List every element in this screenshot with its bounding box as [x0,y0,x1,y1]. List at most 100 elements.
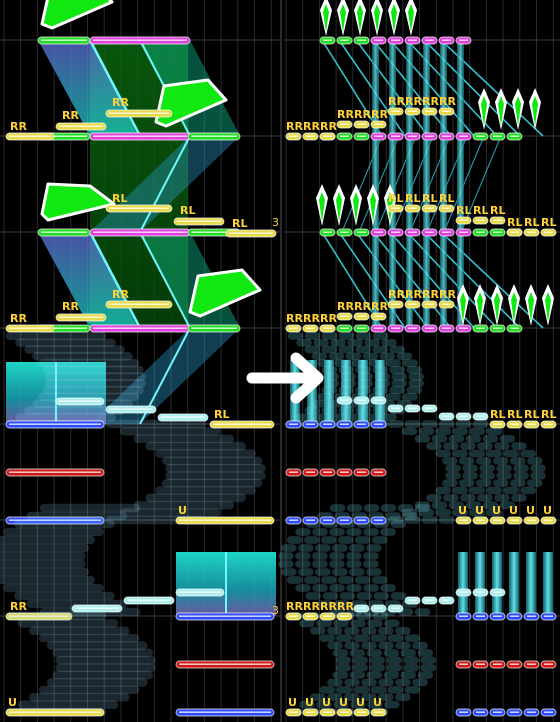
flick-arrow-icon [336,192,342,222]
slide-segment [414,608,431,616]
slide-segment [396,352,413,361]
slide-segment [278,560,294,568]
slide-segment [371,576,388,584]
slide-segment [371,536,388,544]
note-highlight [493,219,502,221]
slide-segment [406,365,423,374]
slide-segment [364,413,380,422]
note-highlight [493,231,502,233]
flick-arrow-icon [374,4,380,32]
note-highlight [442,39,451,41]
flick-arrow-icon [528,292,534,322]
slide-segment [390,520,407,528]
note-highlight [374,315,383,317]
slide-segment [0,559,86,569]
slide-segment [366,568,382,576]
note-highlight [323,231,332,233]
note-highlight [323,135,332,137]
note-highlight [374,607,383,609]
label-up: U [305,696,314,709]
note-highlight [323,711,332,713]
flick-arrow-icon [188,268,262,318]
slide-segment [381,413,397,422]
note-highlight [391,231,400,233]
slide-segment [426,442,442,451]
slide-segment [287,332,304,340]
slide-segment [161,456,263,466]
label-up: U [458,504,467,517]
label-rr: RR [371,300,388,313]
note-highlight [9,471,101,473]
note-highlight [179,591,221,593]
note-highlight [374,231,383,233]
slide-segment [355,365,372,374]
slide-segment [329,552,345,560]
slide-segment [360,693,377,702]
slide-segment [360,626,377,635]
label-rr: RR [62,300,79,313]
note-highlight [179,519,271,521]
slide-segment [462,471,478,480]
note-highlight [459,663,468,665]
slide-segment [349,568,365,576]
note-highlight [459,615,468,617]
slide-segment [363,504,380,512]
note-highlight [374,135,383,137]
note-highlight [374,123,383,125]
slide-segment [332,649,349,657]
slide-segment [339,592,356,600]
slide-segment [401,427,418,436]
slide-segment [366,671,383,679]
slide-segment [385,393,401,401]
slide-segment [38,685,140,695]
note-highlight [109,112,169,114]
slide-segment [316,700,332,709]
note-highlight [306,423,315,425]
label-stray: 3 [272,604,279,617]
slide-segment [286,576,303,584]
slide-segment [45,372,147,382]
note-highlight [459,415,468,417]
slide-segment [387,516,404,524]
slide-segment [383,671,400,679]
note-highlight [93,135,187,137]
slide-segment [317,600,333,608]
slide-segment [347,338,363,347]
slide-segment [311,399,328,408]
slide-segment [386,656,403,665]
hold-pillar [440,40,447,328]
slide-segment [338,332,355,340]
slide-segment [379,352,396,361]
slide-segment [465,434,482,443]
note-highlight [191,327,237,329]
label-rr: RR [320,120,337,133]
slide-segment [511,442,527,451]
note-highlight [191,231,237,233]
slide-path [88,231,142,329]
slide-segment [441,479,458,487]
slide-segment [52,670,154,680]
slide-segment [154,486,256,495]
note-highlight [391,303,400,305]
slide-segment [435,427,452,436]
slide-segment [452,486,469,495]
note-highlight [408,231,417,233]
slide-segment [369,656,386,665]
label-rr: RR [303,600,320,613]
label-rl: RL [507,216,522,229]
slide-path [460,135,502,233]
slide-segment [385,512,401,520]
label-rr: RR [112,96,129,109]
note-highlight [527,519,536,521]
note-highlight [340,471,349,473]
note-highlight [357,315,366,317]
note-highlight [527,231,536,233]
slide-segment [296,338,312,347]
slide-segment [354,576,371,584]
slide-segment [426,493,442,502]
slide-segment [494,493,510,502]
label-rr: RR [62,109,79,122]
slide-path [440,39,544,137]
note-highlight [357,123,366,125]
slide-segment [326,693,343,702]
